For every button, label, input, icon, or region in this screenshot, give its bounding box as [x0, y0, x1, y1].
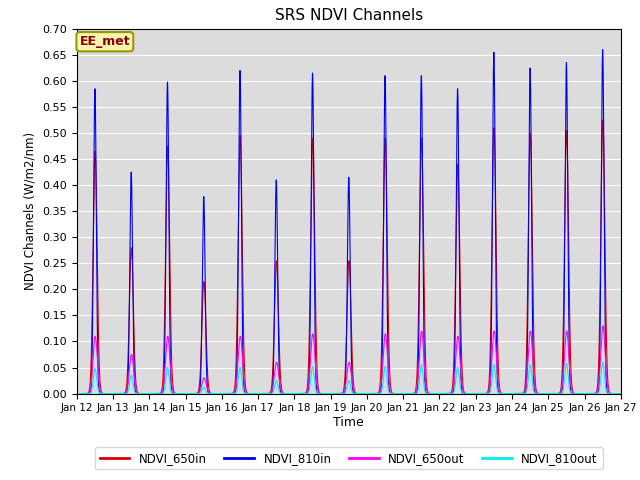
Legend: NDVI_650in, NDVI_810in, NDVI_650out, NDVI_810out: NDVI_650in, NDVI_810in, NDVI_650out, NDV…	[95, 447, 602, 469]
X-axis label: Time: Time	[333, 416, 364, 429]
Y-axis label: NDVI Channels (W/m2/nm): NDVI Channels (W/m2/nm)	[24, 132, 36, 290]
Title: SRS NDVI Channels: SRS NDVI Channels	[275, 9, 423, 24]
Text: EE_met: EE_met	[79, 35, 130, 48]
